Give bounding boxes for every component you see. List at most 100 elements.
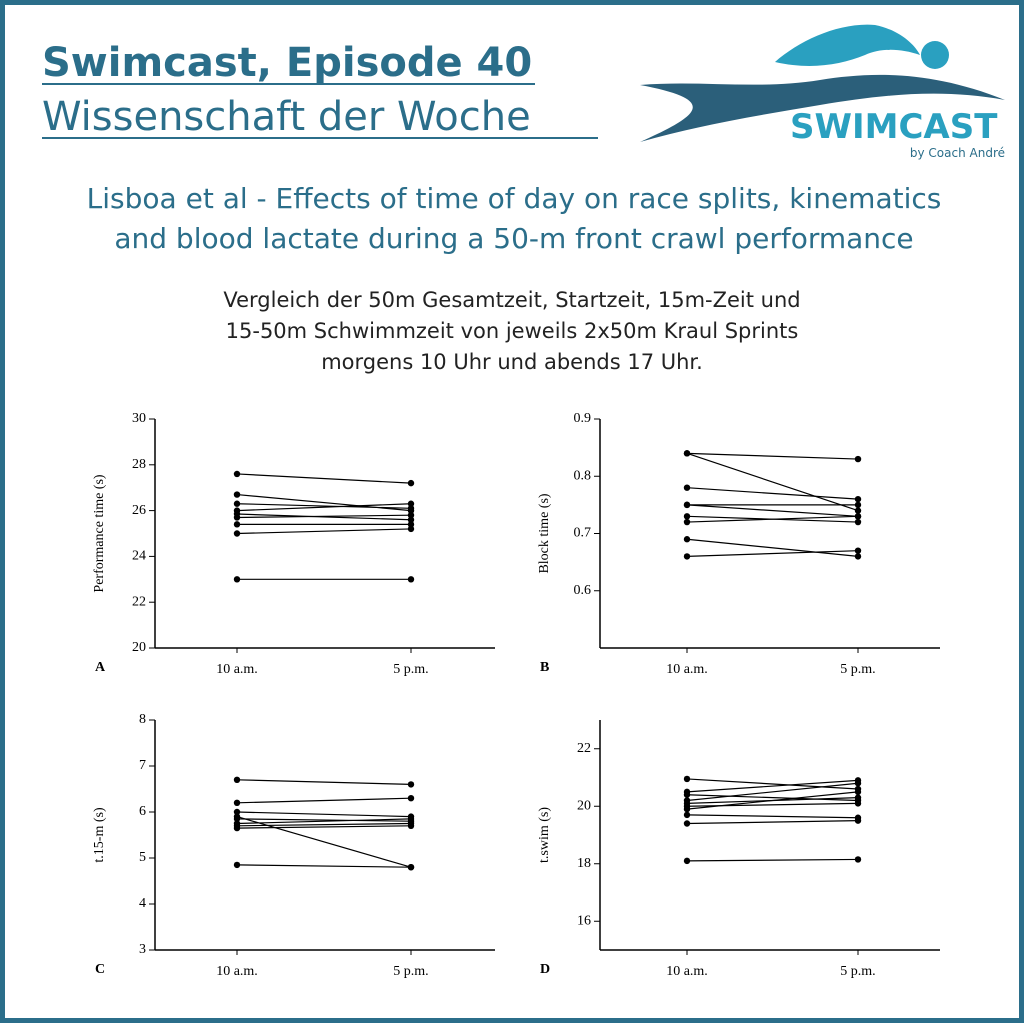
y-axis-label: Block time (s) xyxy=(537,493,552,573)
x-tick-label: 10 a.m. xyxy=(216,662,258,677)
data-point xyxy=(407,479,415,487)
y-tick-label: 26 xyxy=(132,503,146,518)
data-point xyxy=(854,794,862,801)
data-point xyxy=(407,500,415,507)
data-point xyxy=(233,861,241,869)
data-line xyxy=(236,797,412,804)
y-axis-label: t.15-m (s) xyxy=(92,807,107,863)
data-point xyxy=(854,817,862,824)
subtitle: Wissenschaft der Woche xyxy=(42,94,531,140)
y-tick-label: 28 xyxy=(132,457,146,472)
data-line xyxy=(686,452,859,512)
data-point xyxy=(683,820,691,827)
data-point xyxy=(407,516,415,523)
data-point xyxy=(233,521,241,528)
logo-text: SWIMCAST xyxy=(790,107,998,147)
data-point xyxy=(683,775,691,783)
data-point xyxy=(854,788,862,796)
data-line xyxy=(686,814,859,819)
data-point xyxy=(407,576,415,583)
y-axis-label: t.swim (s) xyxy=(537,807,552,863)
data-line xyxy=(236,864,412,868)
panel-label: D xyxy=(540,962,550,977)
data-point xyxy=(854,507,862,514)
data-line xyxy=(236,503,412,509)
y-tick-label: 8 xyxy=(139,712,146,727)
data-point xyxy=(683,811,691,819)
data-point xyxy=(233,808,241,816)
y-tick-label: 16 xyxy=(577,913,591,928)
description: 15-50m Schwimmzeit von jeweils 2x50m Kra… xyxy=(226,319,799,343)
data-line xyxy=(686,858,859,862)
y-axis-label: Performance time (s) xyxy=(92,474,107,593)
logo: SWIMCAST by Coach André xyxy=(640,24,1005,160)
data-line xyxy=(236,528,412,535)
data-point xyxy=(683,553,691,560)
data-line xyxy=(686,820,859,825)
x-tick-label: 5 p.m. xyxy=(393,964,428,979)
data-point xyxy=(233,824,241,832)
y-tick-label: 30 xyxy=(132,411,146,426)
data-line xyxy=(236,822,412,827)
data-line xyxy=(236,503,412,512)
data-point xyxy=(233,500,241,507)
y-tick-label: 4 xyxy=(139,896,146,911)
data-point xyxy=(854,856,862,863)
data-point xyxy=(233,514,241,521)
data-point xyxy=(683,484,691,491)
x-tick-label: 5 p.m. xyxy=(393,662,428,677)
data-point xyxy=(233,530,241,537)
data-line xyxy=(686,538,859,557)
x-tick-label: 10 a.m. xyxy=(216,964,258,979)
data-point xyxy=(683,536,691,543)
data-point xyxy=(233,815,241,823)
y-tick-label: 7 xyxy=(139,758,146,773)
data-point xyxy=(407,505,415,512)
data-point xyxy=(854,495,862,503)
data-point xyxy=(683,857,691,865)
data-point xyxy=(233,799,241,806)
data-line xyxy=(686,779,859,793)
panel-label: A xyxy=(95,660,106,675)
data-line xyxy=(236,514,412,519)
data-line xyxy=(236,825,412,829)
data-point xyxy=(407,511,415,519)
data-point xyxy=(407,795,415,802)
data-line xyxy=(686,515,859,523)
description: morgens 10 Uhr und abends 17 Uhr. xyxy=(321,350,703,374)
data-point xyxy=(233,491,241,498)
y-tick-label: 5 xyxy=(139,850,146,865)
y-tick-label: 18 xyxy=(577,856,591,871)
data-point xyxy=(683,791,691,798)
data-point xyxy=(854,800,862,807)
data-point xyxy=(683,513,691,520)
data-point xyxy=(854,518,862,526)
panel-label: C xyxy=(95,962,105,977)
data-point xyxy=(233,470,241,478)
y-tick-label: 0.7 xyxy=(574,526,592,541)
data-point xyxy=(407,781,415,788)
data-point xyxy=(407,521,415,528)
data-line xyxy=(686,550,859,557)
data-line xyxy=(236,779,412,785)
y-tick-label: 22 xyxy=(132,594,146,609)
data-point xyxy=(854,780,862,787)
data-point xyxy=(683,805,691,813)
data-line xyxy=(686,504,859,517)
x-tick-label: 5 p.m. xyxy=(840,964,875,979)
data-line xyxy=(236,811,412,818)
data-point xyxy=(407,525,415,533)
data-line xyxy=(236,818,412,825)
x-tick-label: 10 a.m. xyxy=(666,964,708,979)
data-point xyxy=(683,518,691,526)
y-tick-label: 24 xyxy=(132,549,146,564)
data-line xyxy=(686,487,859,500)
data-point xyxy=(683,450,691,457)
data-point xyxy=(233,576,241,583)
paper-title: and blood lactate during a 50-m front cr… xyxy=(114,222,913,255)
data-point xyxy=(854,455,862,463)
data-point xyxy=(854,553,862,560)
data-line xyxy=(686,782,859,802)
